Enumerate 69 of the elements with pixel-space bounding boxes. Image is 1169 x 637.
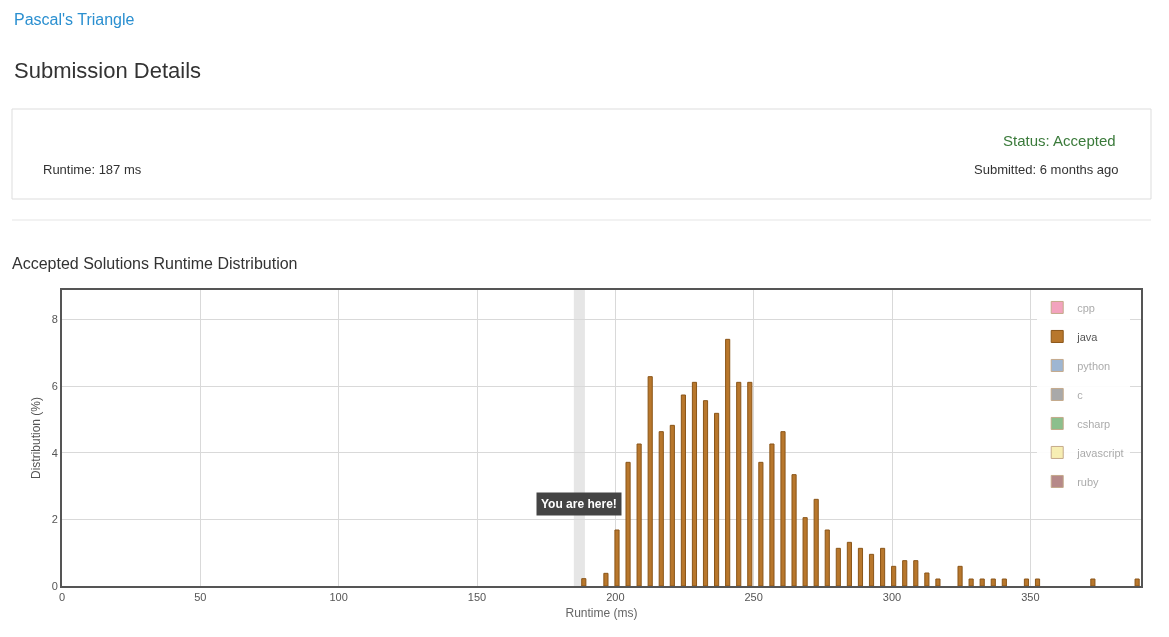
bar	[813, 498, 819, 586]
bar	[880, 547, 886, 586]
bar	[769, 443, 775, 586]
y-tick-label: 8	[51, 313, 58, 326]
x-axis-title: Runtime (ms)	[565, 605, 638, 620]
bar	[658, 431, 664, 586]
y-axis-title: Distribution (%)	[29, 396, 44, 480]
bar	[1134, 578, 1140, 586]
text: Pascal's Triangle	[14, 11, 135, 28]
bar	[1034, 578, 1041, 586]
bar	[680, 394, 686, 586]
bar	[957, 565, 963, 586]
text: Submitted: 6 months ago	[974, 162, 1119, 177]
bar	[868, 553, 875, 586]
x-tick-label: 300	[882, 591, 902, 604]
bar	[647, 376, 653, 586]
bar	[747, 381, 753, 586]
legend-label: java	[1076, 330, 1099, 343]
bar	[614, 529, 620, 586]
legend-label: csharp	[1077, 417, 1111, 430]
bar	[636, 443, 642, 586]
bar	[802, 517, 808, 586]
bar	[581, 578, 587, 586]
bar	[702, 400, 709, 586]
bar	[990, 578, 996, 586]
bar	[824, 529, 830, 586]
bar	[714, 412, 720, 586]
legend-label: cpp	[1077, 301, 1095, 314]
band-label: You are here!	[541, 497, 617, 511]
bar	[603, 572, 609, 586]
x-tick-label: 250	[744, 591, 763, 604]
y-tick-label: 2	[51, 513, 58, 526]
legend-label: javascript	[1076, 446, 1124, 459]
x-tick-label: 350	[1021, 591, 1040, 604]
y-tick-label: 6	[51, 379, 58, 392]
y-tick-label: 0	[51, 579, 58, 592]
legend-label: ruby	[1077, 475, 1100, 488]
x-tick-label: 50	[194, 591, 207, 604]
text: Runtime: 187 ms	[43, 162, 142, 177]
text: Status: Accepted	[1003, 132, 1116, 149]
bar	[891, 565, 897, 586]
bar	[902, 560, 908, 586]
bar	[968, 578, 974, 586]
bar	[935, 578, 941, 586]
x-tick-label: 200	[606, 591, 625, 604]
bar	[924, 572, 930, 586]
x-tick-label: 100	[329, 591, 348, 604]
bar	[979, 578, 985, 586]
bar	[780, 431, 786, 586]
bar	[1090, 578, 1096, 586]
bar	[691, 381, 698, 586]
legend-label: c	[1077, 388, 1084, 401]
bar	[846, 541, 852, 586]
bar	[669, 424, 675, 586]
x-tick-label: 150	[467, 591, 487, 604]
bar	[835, 547, 841, 586]
bar	[913, 560, 919, 586]
bar	[1023, 578, 1030, 586]
y-tick-label: 4	[51, 446, 58, 459]
bar	[725, 338, 731, 586]
bar	[736, 381, 742, 586]
bar	[625, 461, 631, 586]
legend-label: python	[1077, 359, 1111, 372]
bar	[857, 547, 864, 586]
bar	[758, 461, 764, 586]
text: Submission Details	[14, 58, 202, 83]
bar	[1001, 578, 1007, 586]
chart-title: Accepted Solutions Runtime Distribution	[12, 254, 298, 272]
bar	[791, 474, 797, 586]
